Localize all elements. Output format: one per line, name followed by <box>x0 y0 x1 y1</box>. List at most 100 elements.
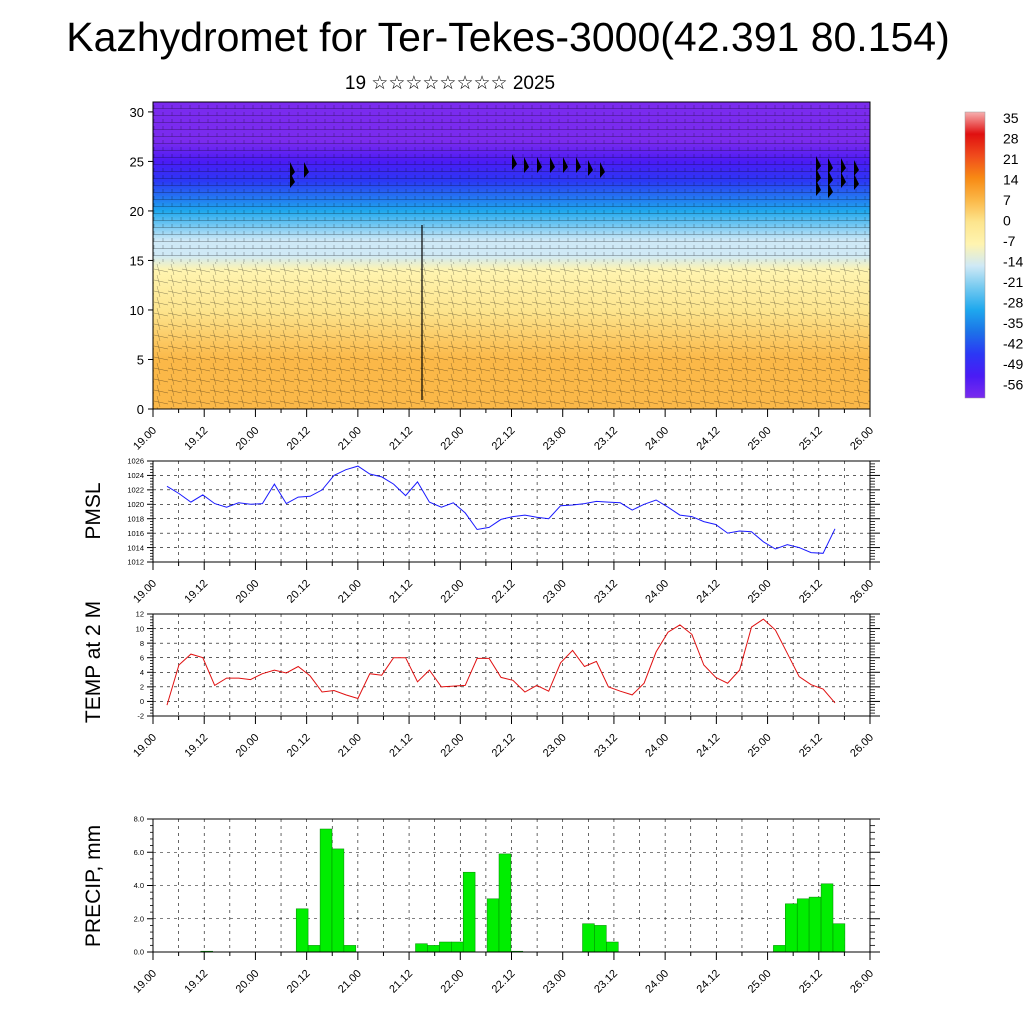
wind-flag-mark <box>550 157 555 173</box>
wind-flag-mark <box>512 154 517 170</box>
temp-y-tick-label: -2 <box>137 712 144 721</box>
pmsl-x-tick-label: 22.12 <box>490 578 518 606</box>
temp-panel: -2 0 2 4 6 8 10 12 19.00 19.12 20.00 20.12 21.00 21.… <box>82 601 880 760</box>
temp-x-tick-label: 24.00 <box>643 732 671 760</box>
temp-x-tick-label: 23.12 <box>592 732 620 760</box>
pmsl-y-tick-label: 1018 <box>127 514 144 523</box>
precip-grid <box>152 819 871 952</box>
wind-flag-mark <box>828 170 833 186</box>
temp-y-tick-label: 12 <box>136 610 144 619</box>
wind-flag-mark <box>290 162 295 178</box>
precip-bar <box>439 941 452 953</box>
temp-x-tick-label: 20.00 <box>234 732 262 760</box>
precip-bar <box>319 828 333 953</box>
wind-flag-mark <box>537 157 542 173</box>
temp-x-tick-label: 25.00 <box>746 732 774 760</box>
precip-y-tick-label: 2.0 <box>134 914 144 923</box>
colorbar-label: 28 <box>1003 131 1019 147</box>
pmsl-x-tick-label: 26.00 <box>848 578 876 606</box>
pmsl-y-tick-label: 1012 <box>127 558 144 567</box>
wind-flag-mark <box>828 182 833 198</box>
pmsl-x-tick-label: 19.00 <box>131 578 159 606</box>
temp-x-tick-label: 19.12 <box>182 732 210 760</box>
pmsl-x-tick-label: 21.12 <box>387 578 415 606</box>
temp-x-tick-label: 19.00 <box>131 732 159 760</box>
pmsl-y-tick-label: 1020 <box>127 500 144 509</box>
pmsl-axis-label: PMSL <box>82 482 105 539</box>
wind-flag-mark <box>841 158 846 174</box>
precip-bar <box>796 898 810 953</box>
pmsl-x-tick-label: 20.00 <box>234 578 262 606</box>
wind-flag-mark <box>854 160 859 176</box>
cross-section-x-tick-label: 19.12 <box>182 425 210 453</box>
cross-section-x-tick-label: 25.12 <box>797 425 825 453</box>
pmsl-x-tick-label: 19.12 <box>182 578 210 606</box>
precip-bar <box>498 853 512 953</box>
cross-section-y-tick-label: 0 <box>137 402 144 417</box>
precip-x-tick-label: 19.00 <box>131 968 159 996</box>
wind-flag-mark <box>524 157 529 173</box>
colorbar-label: -42 <box>1003 336 1023 352</box>
colorbar-label: 35 <box>1003 110 1019 126</box>
cross-section-x-tick-label: 26.00 <box>848 425 876 453</box>
colorbar-scale <box>964 111 986 399</box>
precip-x-tick-label: 21.12 <box>387 968 415 996</box>
wind-flag-mark <box>600 162 605 178</box>
temp-grid <box>152 614 871 716</box>
chart-subtitle: 19 ☆☆☆☆☆☆☆☆ 2025 <box>344 73 556 94</box>
precip-bar <box>462 871 476 953</box>
precip-y-tick-label: 0.0 <box>134 948 144 957</box>
precip-x-tick-label: 24.00 <box>643 968 671 996</box>
temp-x-tick-label: 22.12 <box>490 732 518 760</box>
temp-y-tick-label: 4 <box>140 668 144 677</box>
temp-x-tick-label: 20.12 <box>285 732 313 760</box>
temp-x-axis: 19.00 19.12 20.00 20.12 21.00 21.12 22.00 22.12… <box>131 716 876 760</box>
cross-section-x-tick-label: 22.12 <box>490 425 518 453</box>
temp-x-tick-label: 24.12 <box>695 732 723 760</box>
wind-flags <box>290 154 859 198</box>
precip-x-tick-label: 25.12 <box>797 968 825 996</box>
cross-section-x-tick-label: 23.00 <box>541 425 569 453</box>
precip-bar <box>415 943 428 953</box>
precip-x-tick-label: 25.00 <box>746 968 774 996</box>
colorbar-label: -14 <box>1003 254 1023 270</box>
temp-x-tick-label: 25.12 <box>797 732 825 760</box>
temp-x-tick-label: 26.00 <box>848 732 876 760</box>
precip-x-tick-label: 19.12 <box>182 968 210 996</box>
pmsl-series-line <box>166 465 836 554</box>
precip-bar <box>808 896 822 953</box>
precip-bars <box>200 828 846 953</box>
precip-bar <box>486 898 500 953</box>
pmsl-x-tick-label: 23.12 <box>592 578 620 606</box>
cross-section-y-tick-label: 25 <box>130 154 144 169</box>
wind-flag-mark <box>816 180 821 196</box>
colorbar-label: -28 <box>1003 295 1023 311</box>
temp-x-tick-label: 23.00 <box>541 732 569 760</box>
temp-x-tick-label: 21.12 <box>387 732 415 760</box>
precip-bar <box>295 908 309 953</box>
wind-flag-mark <box>816 168 821 184</box>
colorbar-label: -49 <box>1003 356 1023 372</box>
cross-section-y-tick-label: 5 <box>137 352 144 367</box>
wind-barbs <box>153 102 870 409</box>
pmsl-y-tick-label: 1022 <box>127 486 144 495</box>
precip-bar <box>451 941 464 953</box>
precip-y-tick-label: 8.0 <box>134 815 144 824</box>
colorbar-label: -56 <box>1003 377 1023 393</box>
precip-bar <box>307 945 321 953</box>
cross-section-y-tick-label: 10 <box>130 303 144 318</box>
precip-bar <box>606 941 619 953</box>
precip-x-tick-label: 22.00 <box>438 968 466 996</box>
cross-section-x-tick-label: 20.12 <box>285 425 313 453</box>
pmsl-x-tick-label: 24.00 <box>643 578 671 606</box>
precip-x-axis: 19.00 19.12 20.00 20.12 21.00 21.12 22.00 22.12… <box>131 952 876 996</box>
temp-y-tick-label: 8 <box>140 639 144 648</box>
cross-section-x-tick-label: 21.12 <box>387 425 415 453</box>
pmsl-y-tick-label: 1014 <box>127 543 144 552</box>
pmsl-grid <box>152 461 871 562</box>
pmsl-x-tick-label: 22.00 <box>438 578 466 606</box>
precip-x-tick-label: 20.00 <box>234 968 262 996</box>
wind-flag-mark <box>816 156 821 172</box>
